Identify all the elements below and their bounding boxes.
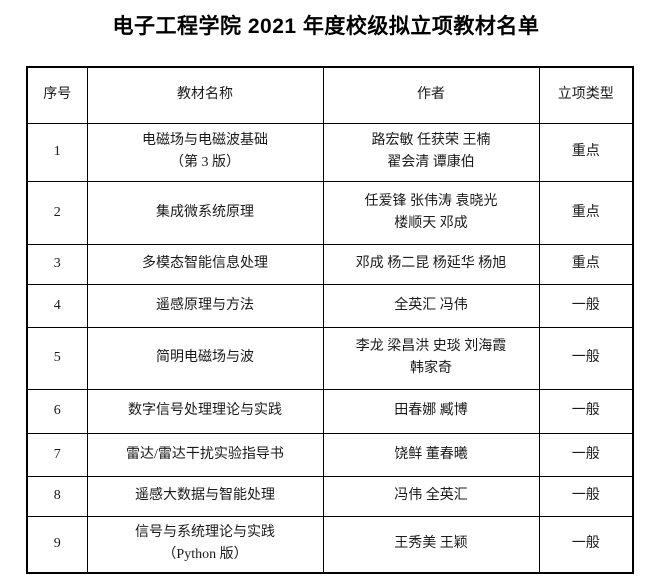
cell-textbook-name: 集成微系统原理 — [86, 180, 324, 245]
table-header-row: 序号 教材名称 作者 立项类型 — [26, 66, 634, 124]
cell-project-type: 一般 — [538, 388, 634, 434]
table-row: 7 雷达/雷达干扰实验指导书 饶鲜 董春曦 一般 — [26, 432, 634, 477]
page-title: 电子工程学院 2021 年度校级拟立项教材名单 — [112, 15, 540, 38]
cell-project-type: 一般 — [538, 515, 634, 574]
table-body: 1 电磁场与电磁波基础 （第 3 版） 路宏敏 任获荣 王楠 翟会清 谭康伯 重… — [26, 122, 634, 574]
column-header-authors: 作者 — [322, 66, 540, 124]
cell-authors: 邓成 杨二昆 杨延华 杨旭 — [322, 243, 540, 285]
table-row: 4 遥感原理与方法 全英汇 冯伟 一般 — [26, 283, 634, 328]
column-header-project-type: 立项类型 — [538, 66, 634, 124]
cell-authors: 路宏敏 任获荣 王楠 翟会清 谭康伯 — [322, 122, 540, 182]
cell-serial-number: 2 — [26, 180, 88, 245]
cell-serial-number: 8 — [26, 475, 88, 517]
cell-project-type: 一般 — [538, 475, 634, 517]
cell-serial-number: 4 — [26, 283, 88, 328]
table-row: 6 数字信号处理理论与实践 田春娜 臧博 一般 — [26, 388, 634, 434]
cell-serial-number: 5 — [26, 326, 88, 390]
cell-authors: 全英汇 冯伟 — [322, 283, 540, 328]
table-row: 1 电磁场与电磁波基础 （第 3 版） 路宏敏 任获荣 王楠 翟会清 谭康伯 重… — [26, 122, 634, 182]
cell-serial-number: 6 — [26, 388, 88, 434]
column-header-textbook-name: 教材名称 — [86, 66, 324, 124]
cell-project-type: 一般 — [538, 326, 634, 390]
cell-authors: 李龙 梁昌洪 史琰 刘海霞 韩家奇 — [322, 326, 540, 390]
cell-textbook-name: 信号与系统理论与实践 （Python 版） — [86, 515, 324, 574]
cell-authors: 任爱锋 张伟涛 袁晓光 楼顺天 邓成 — [322, 180, 540, 245]
cell-project-type: 重点 — [538, 122, 634, 182]
textbook-project-table: 序号 教材名称 作者 立项类型 1 电磁场与电磁波基础 （第 3 版） 路宏敏 … — [26, 66, 634, 574]
table-row: 5 简明电磁场与波 李龙 梁昌洪 史琰 刘海霞 韩家奇 一般 — [26, 326, 634, 390]
cell-serial-number: 1 — [26, 122, 88, 182]
cell-serial-number: 9 — [26, 515, 88, 574]
table-row: 2 集成微系统原理 任爱锋 张伟涛 袁晓光 楼顺天 邓成 重点 — [26, 180, 634, 245]
cell-textbook-name: 简明电磁场与波 — [86, 326, 324, 390]
cell-project-type: 重点 — [538, 243, 634, 285]
cell-textbook-name: 遥感原理与方法 — [86, 283, 324, 328]
table-row: 3 多模态智能信息处理 邓成 杨二昆 杨延华 杨旭 重点 — [26, 243, 634, 285]
cell-authors: 王秀美 王颖 — [322, 515, 540, 574]
cell-textbook-name: 电磁场与电磁波基础 （第 3 版） — [86, 122, 324, 182]
cell-textbook-name: 雷达/雷达干扰实验指导书 — [86, 432, 324, 477]
column-header-serial-number: 序号 — [26, 66, 88, 124]
cell-authors: 田春娜 臧博 — [322, 388, 540, 434]
cell-textbook-name: 遥感大数据与智能处理 — [86, 475, 324, 517]
cell-serial-number: 3 — [26, 243, 88, 285]
cell-serial-number: 7 — [26, 432, 88, 477]
cell-authors: 冯伟 全英汇 — [322, 475, 540, 517]
table-row: 8 遥感大数据与智能处理 冯伟 全英汇 一般 — [26, 475, 634, 517]
cell-project-type: 重点 — [538, 180, 634, 245]
cell-textbook-name: 多模态智能信息处理 — [86, 243, 324, 285]
cell-textbook-name: 数字信号处理理论与实践 — [86, 388, 324, 434]
cell-authors: 饶鲜 董春曦 — [322, 432, 540, 477]
table-row: 9 信号与系统理论与实践 （Python 版） 王秀美 王颖 一般 — [26, 515, 634, 574]
cell-project-type: 一般 — [538, 432, 634, 477]
cell-project-type: 一般 — [538, 283, 634, 328]
